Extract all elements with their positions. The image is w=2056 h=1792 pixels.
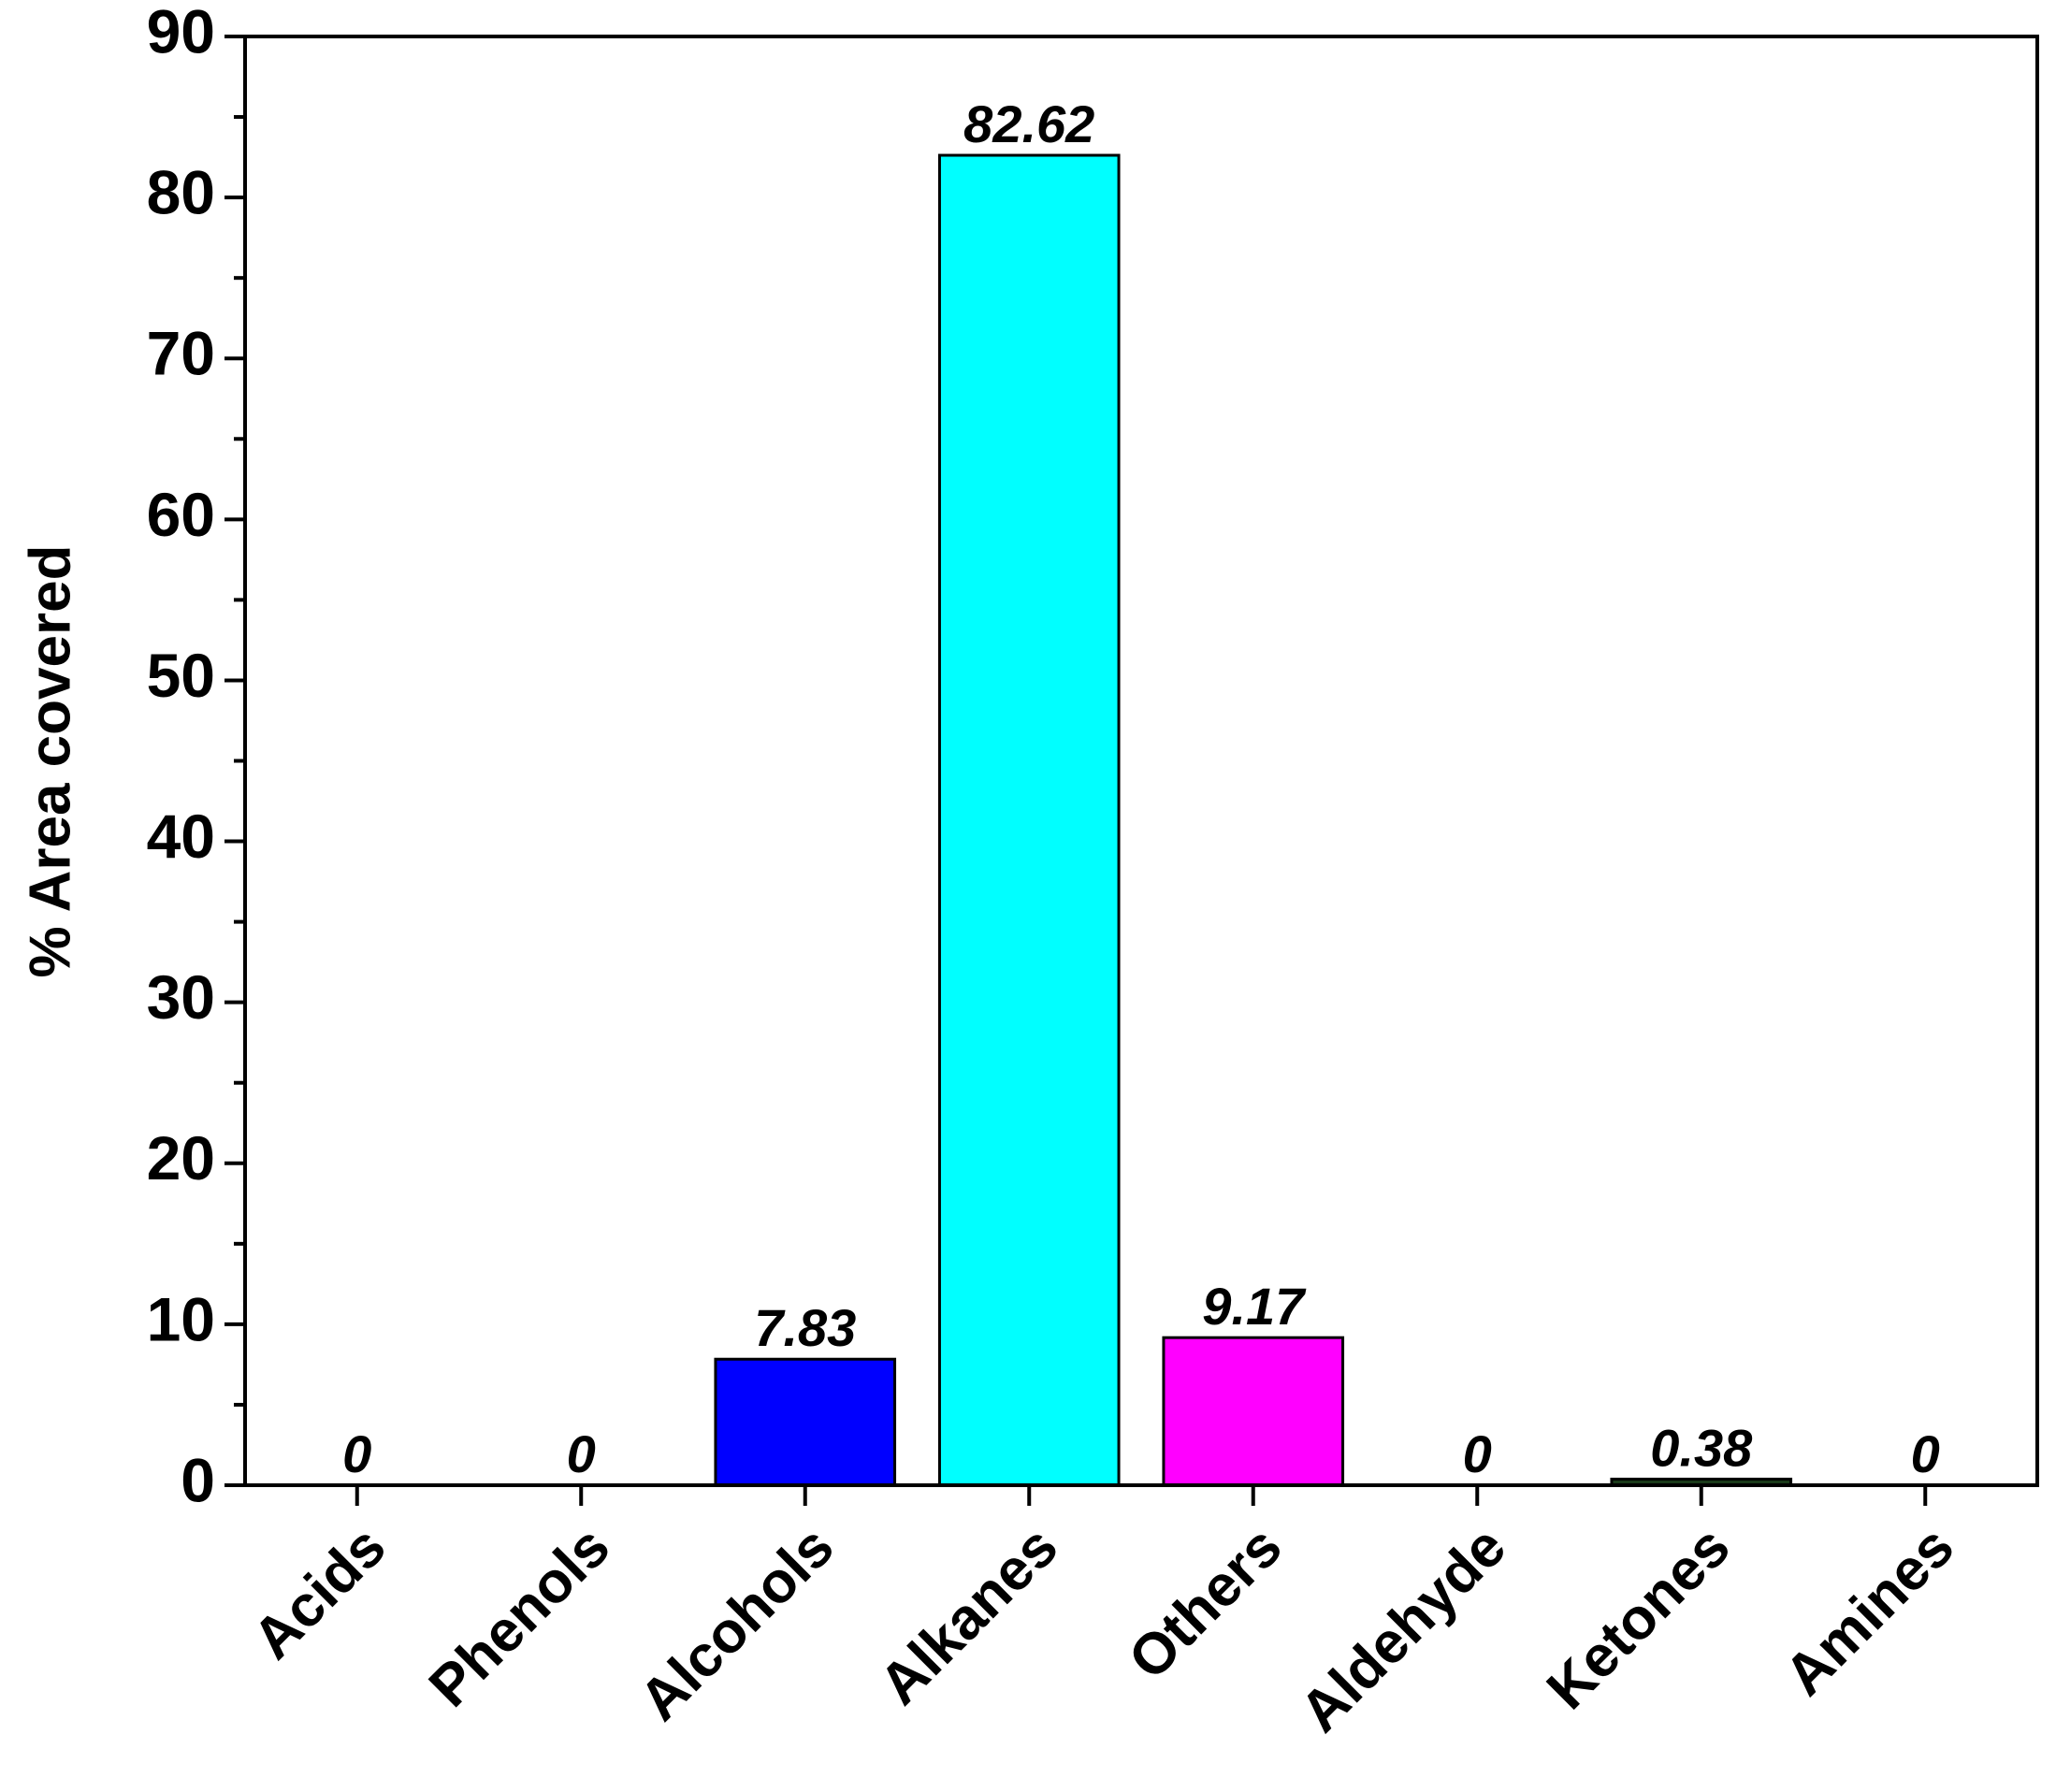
value-label: 0 [1911,1424,1940,1483]
value-label: 9.17 [1202,1277,1307,1336]
y-tick-label: 10 [147,1284,215,1353]
bar [1162,1336,1345,1487]
x-tick-label: Acids [240,1514,398,1671]
value-label: 0.38 [1650,1418,1753,1477]
y-tick-label: 90 [147,0,215,65]
plot-frame [243,35,2039,1487]
x-tick-label: Phenols [417,1514,622,1719]
y-tick-label: 60 [147,480,215,549]
x-tick-label: Aldehyde [1288,1514,1518,1744]
x-tick-label: Ketones [1535,1514,1743,1722]
bar [714,1357,897,1487]
x-tick-label: Amines [1773,1514,1966,1708]
y-tick-label: 80 [147,158,215,227]
y-axis-title: % Area covered [18,545,82,978]
x-tick-label: Others [1117,1514,1295,1692]
y-tick-label: 0 [181,1445,215,1514]
x-tick-label: Alcohols [628,1514,847,1733]
value-label: 0 [567,1424,596,1483]
value-label: 0 [342,1424,371,1483]
y-tick-label: 20 [147,1123,215,1192]
x-tick-label: Alkanes [867,1514,1070,1717]
y-tick-label: 50 [147,641,215,710]
y-tick-label: 70 [147,319,215,388]
value-label: 7.83 [754,1298,856,1357]
y-tick-label: 30 [147,962,215,1032]
value-label: 82.62 [963,94,1094,153]
bar [937,153,1121,1487]
y-tick-label: 40 [147,802,215,871]
value-label: 0 [1463,1424,1492,1483]
